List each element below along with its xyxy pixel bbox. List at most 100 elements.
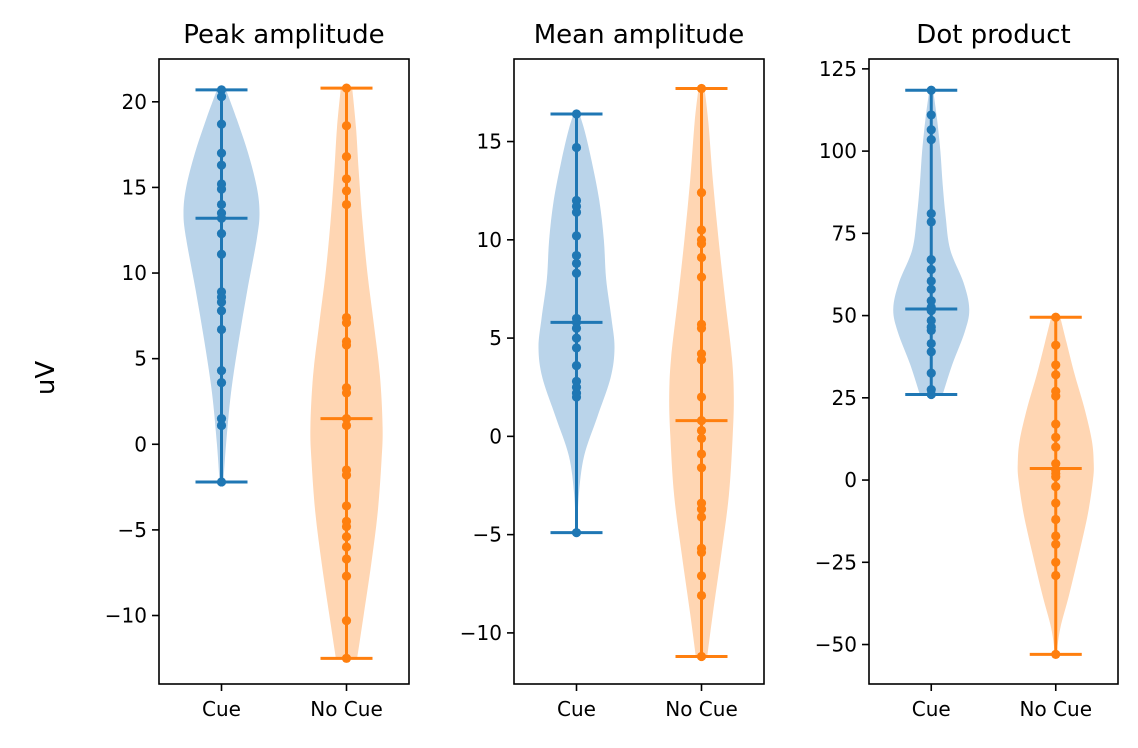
- data-point: [696, 433, 707, 443]
- data-point: [341, 388, 352, 398]
- data-point: [926, 209, 936, 219]
- data-point: [1051, 498, 1061, 508]
- data-point: [216, 366, 227, 376]
- y-tick-label: 20: [122, 90, 147, 114]
- y-tick-label: 10: [122, 261, 147, 285]
- data-point: [926, 255, 936, 265]
- data-point: [216, 213, 227, 223]
- y-axis-label: uV: [31, 361, 61, 395]
- data-point: [926, 389, 936, 400]
- y-tick-label: 10: [477, 228, 502, 252]
- data-point: [696, 425, 707, 436]
- data-point: [696, 355, 707, 365]
- panel-title: Dot product: [916, 20, 1070, 50]
- data-point: [696, 225, 707, 235]
- data-point: [696, 590, 707, 601]
- violin-no-cue: [310, 83, 383, 663]
- data-point: [696, 188, 707, 198]
- data-point: [571, 142, 582, 153]
- violin-no-cue: [1017, 312, 1094, 659]
- data-point: [341, 174, 352, 184]
- violin-no-cue: [669, 83, 734, 662]
- data-point: [926, 134, 936, 145]
- data-point: [1051, 514, 1061, 525]
- data-point: [571, 250, 582, 261]
- data-point: [696, 547, 707, 557]
- data-point: [216, 160, 227, 170]
- data-point: [1051, 649, 1061, 659]
- x-tick-label: Cue: [557, 697, 596, 721]
- data-point: [216, 306, 227, 316]
- x-tick-label: No Cue: [665, 697, 738, 721]
- data-point: [216, 199, 227, 210]
- data-point: [1051, 570, 1061, 581]
- data-point: [341, 318, 352, 328]
- data-point: [1051, 539, 1061, 549]
- data-point: [696, 571, 707, 581]
- data-point: [696, 392, 707, 402]
- data-point: [696, 463, 707, 473]
- y-tick-label: 100: [819, 139, 857, 163]
- data-point: [926, 325, 936, 335]
- data-point: [1051, 312, 1061, 322]
- data-point: [341, 653, 352, 663]
- y-tick-label: 25: [832, 386, 857, 410]
- data-point: [571, 392, 582, 402]
- data-point: [341, 542, 352, 552]
- x-tick-label: No Cue: [1020, 697, 1093, 721]
- data-point: [216, 249, 227, 259]
- x-tick-label: No Cue: [310, 697, 383, 721]
- axes-frame: [868, 58, 1119, 685]
- data-point: [571, 343, 582, 353]
- y-tick-label: 15: [122, 175, 147, 199]
- data-point: [926, 264, 936, 275]
- data-point: [341, 152, 352, 162]
- data-point: [571, 333, 582, 343]
- data-point: [1051, 442, 1061, 452]
- data-point: [926, 368, 936, 378]
- panel-mean-amplitude: Mean amplitude −10 −5 0 5 10 15 Cue No Cue: [460, 20, 765, 721]
- y-tick-label: 75: [832, 221, 857, 245]
- y-tick-label: −25: [815, 550, 857, 574]
- data-point: [696, 83, 707, 94]
- data-point: [1051, 459, 1061, 469]
- data-point: [216, 378, 227, 388]
- data-point: [341, 340, 352, 350]
- y-tick-label: −5: [118, 518, 147, 542]
- data-point: [341, 554, 352, 564]
- y-tick-label: 15: [477, 130, 502, 154]
- data-point: [696, 323, 707, 333]
- data-point: [216, 92, 227, 102]
- y-tick-label: −50: [815, 633, 857, 657]
- data-point: [1051, 391, 1061, 401]
- data-point: [696, 449, 707, 459]
- data-point: [571, 268, 582, 278]
- data-point: [1051, 472, 1061, 482]
- x-tick-label: Cue: [912, 697, 951, 721]
- data-point: [571, 528, 582, 538]
- data-point: [1051, 432, 1061, 442]
- y-tick-label: 0: [489, 424, 502, 448]
- data-point: [926, 296, 936, 306]
- data-point: [571, 258, 582, 269]
- panel-dot-product: Dot product −50 −25 0 25 50 75 100 125 Cue No Cue: [815, 20, 1119, 721]
- data-point: [341, 571, 352, 581]
- y-tick-label: −10: [460, 621, 502, 645]
- panel-title: Mean amplitude: [534, 20, 745, 50]
- data-point: [571, 109, 582, 119]
- data-point: [926, 110, 936, 120]
- data-point: [216, 184, 227, 194]
- data-point: [1051, 340, 1061, 350]
- x-tick-label: Cue: [202, 697, 241, 721]
- data-point: [341, 186, 352, 196]
- y-tick-label: 125: [819, 57, 857, 81]
- y-tick-label: 50: [832, 304, 857, 328]
- data-point: [696, 252, 707, 263]
- y-tick-label: 0: [134, 432, 147, 456]
- data-point: [341, 470, 352, 480]
- data-point: [341, 413, 352, 424]
- data-point: [571, 323, 582, 333]
- data-point: [696, 651, 707, 662]
- y-tick-label: 5: [134, 347, 147, 371]
- data-point: [1051, 360, 1061, 370]
